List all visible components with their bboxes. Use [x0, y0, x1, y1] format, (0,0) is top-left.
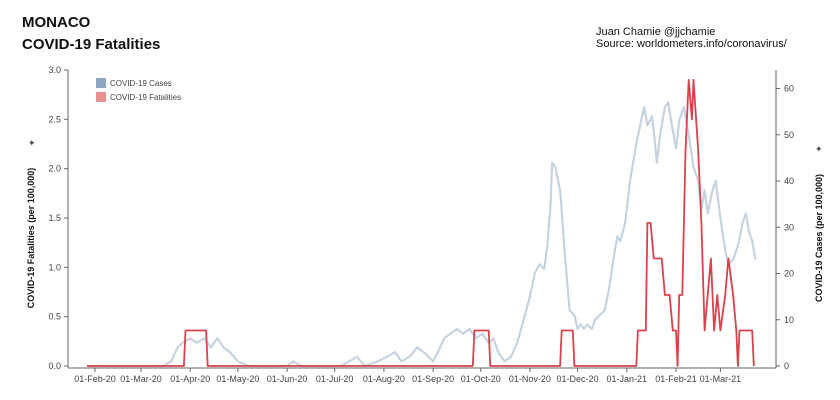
legend-swatch-fatalities — [96, 92, 106, 102]
x-tick-label: 01-Jun-20 — [267, 374, 308, 384]
left-tick-label: 2.5 — [48, 114, 61, 124]
x-tick-label: 01-Apr-20 — [170, 374, 210, 384]
x-tick-label: 01-Jul-20 — [316, 374, 354, 384]
x-tick-label: 01-Jan-21 — [607, 374, 648, 384]
right-axis-title: COVID-19 Cases (per 100,000) — [814, 174, 824, 302]
left-axis-title: COVID-19 Fatalities (per 100,000) — [26, 168, 36, 309]
cases-series-line — [87, 101, 757, 368]
fatalities-series-line — [87, 79, 755, 367]
axes-group: 0.0 0.5 1.0 1.5 2.0 2.5 3.0 0 10 20 30 40 50 60 01-Feb… — [26, 65, 824, 384]
left-tick-label: 0.5 — [48, 312, 61, 322]
x-tick-label: 01-Sep-20 — [412, 374, 454, 384]
x-tick-label: 01-Dec-20 — [557, 374, 599, 384]
x-tick-label: 01-Mar-20 — [120, 374, 162, 384]
left-tick-label: 1.5 — [48, 213, 61, 223]
pin-icon: ✦ — [28, 138, 36, 148]
left-tick-label: 1.0 — [48, 262, 61, 272]
chart-title-metric: COVID-19 Fatalities — [22, 36, 161, 53]
x-tick-label: 01-Feb-21 — [655, 374, 697, 384]
right-tick-label: 50 — [784, 130, 794, 140]
x-tick-label: 01-Nov-20 — [509, 374, 551, 384]
right-tick-label: 60 — [784, 84, 794, 94]
x-tick-label: 01-Mar-21 — [700, 374, 742, 384]
source-credit: Source: worldometers.info/coronavirus/ — [596, 38, 787, 50]
series-group — [87, 79, 757, 368]
right-tick-label: 30 — [784, 222, 794, 232]
x-tick-label: 01-Aug-20 — [363, 374, 405, 384]
right-tick-label: 20 — [784, 269, 794, 279]
right-tick-label: 10 — [784, 315, 794, 325]
chart-title-country: MONACO — [22, 14, 91, 31]
left-tick-label: 3.0 — [48, 65, 61, 75]
author-credit: Juan Chamie @jjchamie — [596, 26, 716, 38]
x-tick-label: 01-Oct-20 — [461, 374, 501, 384]
legend-label-cases: COVID-19 Cases — [110, 79, 172, 88]
left-tick-label: 2.0 — [48, 164, 61, 174]
right-tick-label: 0 — [784, 361, 789, 371]
left-tick-label: 0.0 — [48, 361, 61, 371]
legend-label-fatalities: COVID-19 Fatalities — [110, 93, 181, 102]
x-tick-label: 01-Feb-20 — [74, 374, 116, 384]
legend-swatch-cases — [96, 78, 106, 88]
pin-icon: ✦ — [815, 144, 823, 154]
x-tick-label: 01-May-20 — [216, 374, 259, 384]
legend: COVID-19 Cases COVID-19 Fatalities — [96, 78, 181, 102]
right-tick-label: 40 — [784, 176, 794, 186]
